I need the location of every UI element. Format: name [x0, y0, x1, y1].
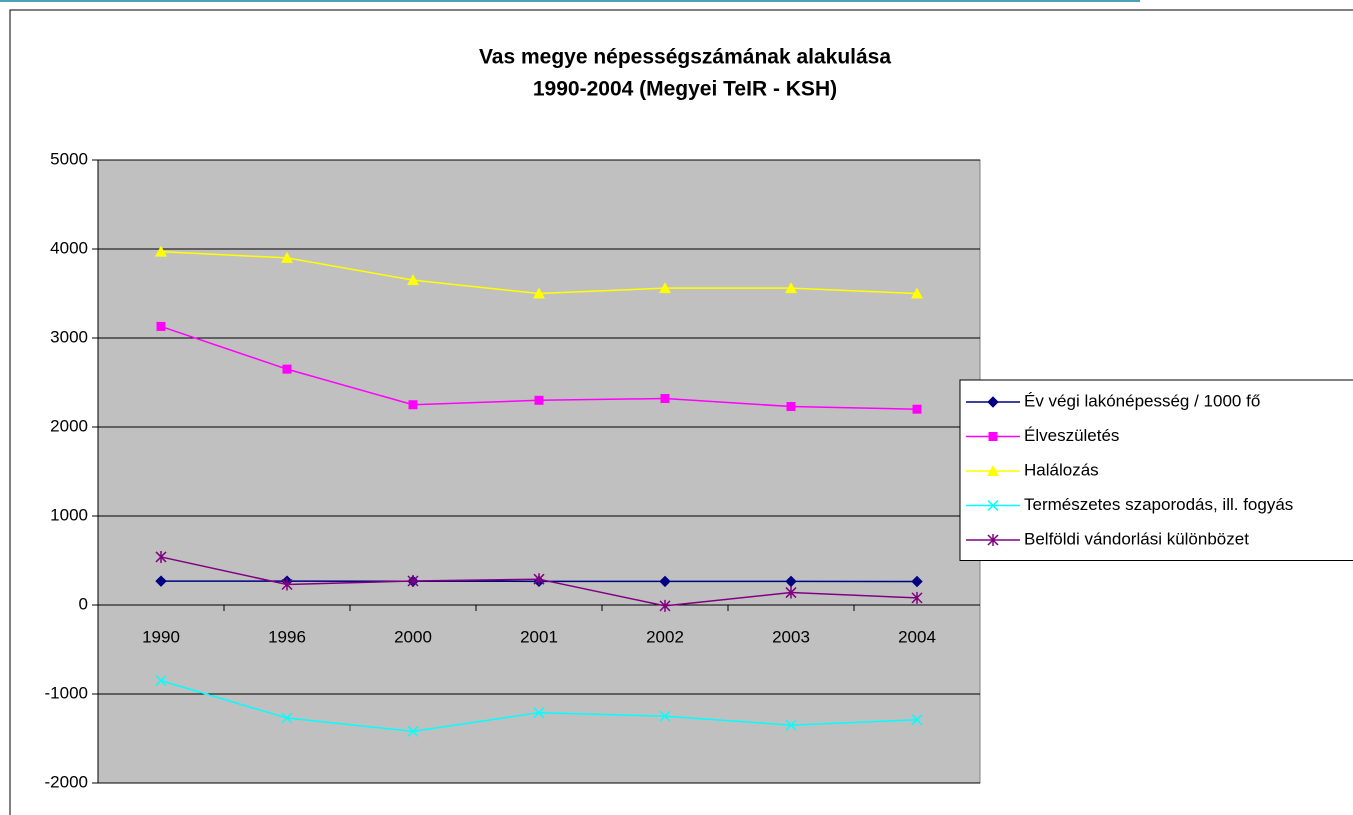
y-tick-label: -2000 — [45, 772, 88, 791]
legend-label: Természetes szaporodás, ill. fogyás — [1024, 495, 1293, 514]
marker — [785, 586, 797, 599]
marker — [659, 710, 671, 722]
marker — [785, 282, 797, 294]
marker — [155, 675, 167, 687]
y-tick-label: 3000 — [50, 327, 88, 346]
legend-label: Belföldi vándorlási különbözet — [1024, 529, 1249, 548]
y-tick-label: 5000 — [50, 149, 88, 168]
marker — [155, 550, 167, 563]
marker — [911, 287, 923, 299]
marker — [987, 396, 999, 408]
marker — [786, 402, 796, 412]
chart-title: 1990-2004 (Megyei TeIR - KSH) — [533, 78, 837, 101]
x-tick-label: 2000 — [394, 627, 432, 646]
marker — [911, 575, 923, 588]
y-tick-label: 1000 — [50, 505, 88, 524]
y-tick-label: 2000 — [50, 416, 88, 435]
marker — [407, 274, 419, 286]
marker — [281, 712, 293, 724]
marker — [911, 714, 923, 726]
x-tick-label: 2003 — [772, 627, 810, 646]
x-tick-label: 2002 — [646, 627, 684, 646]
chart-title: Vas megye népességszámának alakulása — [479, 46, 891, 69]
marker — [659, 282, 671, 294]
x-tick-label: 2001 — [520, 627, 558, 646]
y-tick-label: 0 — [79, 594, 88, 613]
legend-box — [959, 379, 1353, 561]
marker — [282, 364, 292, 374]
marker — [659, 575, 671, 588]
marker — [407, 725, 419, 737]
marker — [785, 575, 797, 588]
marker — [911, 591, 923, 604]
marker — [155, 245, 167, 257]
marker — [281, 578, 293, 591]
x-tick-label: 2004 — [898, 627, 936, 646]
marker — [155, 575, 167, 587]
marker — [987, 534, 999, 546]
legend-label: Élveszületés — [1024, 426, 1119, 445]
legend-label: Év végi lakónépesség / 1000 fő — [1024, 391, 1260, 410]
marker — [533, 707, 545, 719]
marker — [912, 404, 922, 414]
marker — [156, 321, 166, 331]
marker — [533, 287, 545, 299]
y-tick-label: -1000 — [45, 683, 88, 702]
marker — [281, 251, 293, 263]
plot-area — [97, 159, 981, 784]
marker — [987, 499, 999, 512]
marker — [988, 432, 998, 441]
x-tick-label: 1996 — [268, 627, 306, 646]
marker — [534, 395, 544, 405]
legend-label: Halálozás — [1024, 460, 1099, 479]
marker — [407, 574, 419, 587]
marker — [533, 573, 545, 586]
y-tick-label: 4000 — [50, 238, 88, 257]
marker — [660, 394, 670, 404]
marker — [659, 599, 671, 612]
marker — [987, 465, 999, 476]
marker — [785, 719, 797, 731]
x-tick-label: 1990 — [142, 627, 180, 646]
marker — [408, 400, 418, 410]
